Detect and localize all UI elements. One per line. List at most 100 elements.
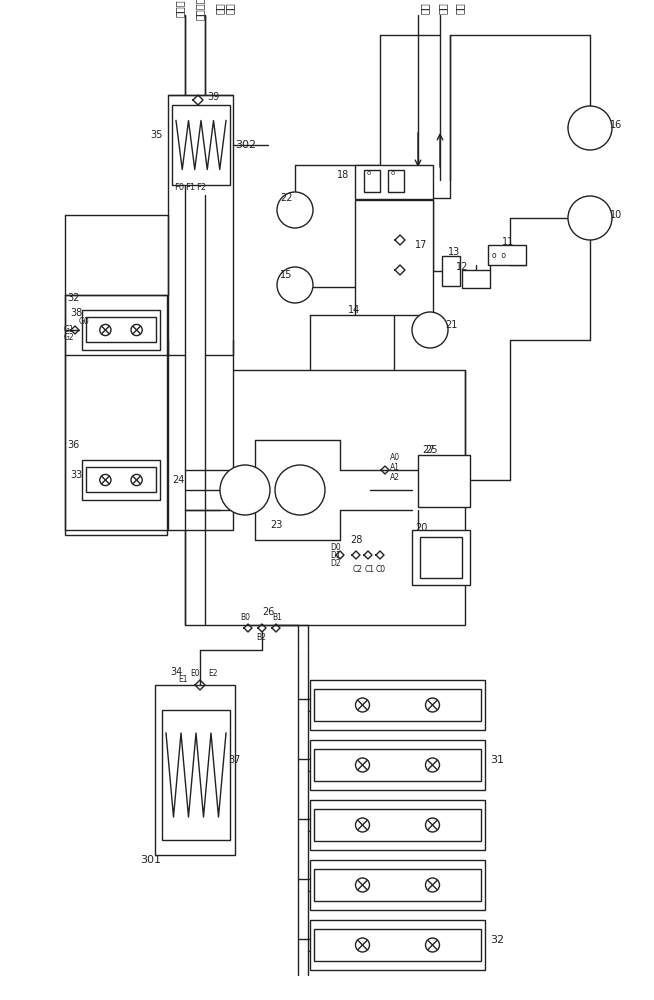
Circle shape [100, 474, 111, 486]
Text: 32: 32 [490, 935, 504, 945]
Text: 20: 20 [415, 523, 427, 533]
Text: 11: 11 [502, 237, 514, 247]
Bar [82, 310, 160, 350]
Circle shape [356, 938, 370, 952]
Text: E2: E2 [208, 668, 218, 678]
Text: 24: 24 [172, 475, 184, 485]
Text: 32: 32 [67, 293, 79, 303]
Bar [82, 460, 160, 500]
Text: A2: A2 [390, 474, 400, 483]
Text: 22: 22 [280, 193, 292, 203]
Bar [420, 537, 462, 578]
Text: 34: 34 [170, 667, 182, 677]
Text: 16: 16 [610, 120, 622, 130]
Circle shape [220, 465, 270, 515]
Text: E0: E0 [190, 668, 199, 678]
Bar [442, 256, 460, 286]
Text: 26: 26 [262, 607, 275, 617]
Text: 31: 31 [490, 755, 504, 765]
Text: 14: 14 [348, 305, 360, 315]
Circle shape [356, 878, 370, 892]
Bar [86, 467, 156, 492]
Circle shape [131, 324, 142, 336]
Text: F1: F1 [185, 184, 195, 192]
Circle shape [568, 106, 612, 150]
Text: 38: 38 [70, 308, 82, 318]
Text: 10: 10 [610, 210, 622, 220]
Bar [310, 740, 485, 790]
Text: 电池组: 电池组 [175, 0, 185, 17]
Text: 系统: 系统 [455, 2, 465, 14]
Circle shape [277, 192, 313, 228]
Bar [355, 165, 433, 199]
Bar [168, 95, 233, 530]
Text: D0: D0 [330, 544, 341, 552]
Bar [462, 270, 490, 288]
Bar [86, 317, 156, 342]
Bar [314, 869, 481, 901]
Text: o: o [367, 170, 371, 176]
Text: 利用: 利用 [438, 2, 448, 14]
Bar [310, 680, 485, 730]
Bar [172, 105, 230, 185]
Bar [314, 689, 481, 721]
Bar [155, 685, 235, 855]
Text: B0: B0 [240, 613, 250, 622]
Text: 余热: 余热 [215, 2, 225, 14]
Text: 35: 35 [150, 130, 162, 140]
Text: 13: 13 [448, 247, 460, 257]
Circle shape [277, 267, 313, 303]
Text: 33: 33 [70, 470, 82, 480]
Text: 15: 15 [280, 270, 292, 280]
Text: 39: 39 [207, 92, 219, 102]
Circle shape [356, 698, 370, 712]
Text: F0: F0 [174, 184, 184, 192]
Text: C1: C1 [365, 566, 375, 574]
Circle shape [426, 698, 439, 712]
Bar [162, 710, 230, 840]
Text: E1: E1 [178, 676, 188, 684]
Text: 301: 301 [140, 855, 161, 865]
Bar [314, 929, 481, 961]
Bar [488, 245, 526, 265]
Circle shape [356, 818, 370, 832]
Text: G2: G2 [64, 334, 75, 342]
Text: 系统: 系统 [225, 2, 235, 14]
Circle shape [100, 324, 111, 336]
Circle shape [426, 938, 439, 952]
Text: 27: 27 [422, 445, 434, 455]
Bar [314, 749, 481, 781]
Text: 12: 12 [456, 262, 468, 272]
Bar [412, 530, 470, 585]
Bar [65, 295, 167, 535]
Text: A0: A0 [390, 454, 400, 462]
Bar [310, 860, 485, 910]
Text: B2: B2 [256, 634, 266, 643]
Text: 21: 21 [445, 320, 457, 330]
Text: 37: 37 [228, 755, 241, 765]
Circle shape [568, 196, 612, 240]
Circle shape [426, 758, 439, 772]
Bar [355, 200, 433, 315]
Text: 余热: 余热 [420, 2, 430, 14]
Circle shape [426, 878, 439, 892]
Bar [310, 800, 485, 850]
Text: 23: 23 [270, 520, 283, 530]
Circle shape [412, 312, 448, 348]
Bar [310, 920, 485, 970]
Text: o  o: o o [492, 250, 506, 259]
Text: 25: 25 [425, 445, 438, 455]
Circle shape [426, 818, 439, 832]
Text: G1: G1 [64, 326, 75, 334]
Bar [314, 809, 481, 841]
Text: F2: F2 [196, 184, 206, 192]
Text: C2: C2 [353, 566, 363, 574]
Text: 36: 36 [67, 440, 79, 450]
Text: 302: 302 [235, 140, 256, 150]
Text: D2: D2 [330, 560, 341, 568]
Text: A1: A1 [390, 464, 400, 473]
Text: B1: B1 [272, 613, 282, 622]
Text: 28: 28 [350, 535, 362, 545]
Text: C0: C0 [376, 566, 386, 574]
Bar [418, 455, 470, 507]
